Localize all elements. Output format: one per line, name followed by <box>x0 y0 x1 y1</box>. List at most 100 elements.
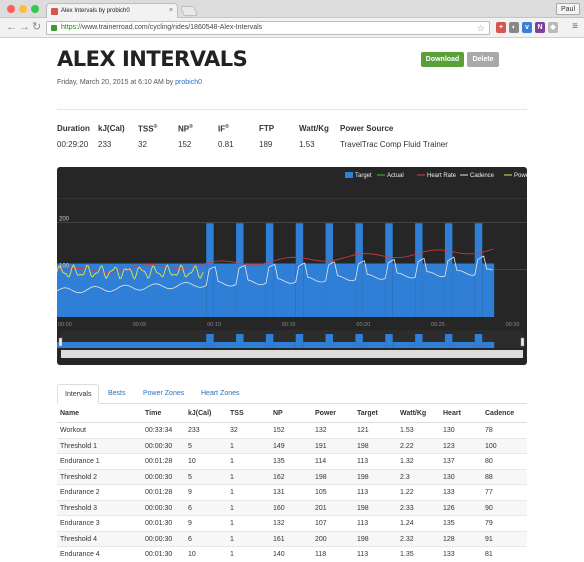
target-interval-bar <box>295 223 304 317</box>
bookmark-star-icon[interactable]: ☆ <box>476 23 485 33</box>
reload-icon[interactable]: ↻ <box>32 21 42 33</box>
table-cell: 137 <box>443 458 455 465</box>
table-row[interactable]: Endurance 2 00:01:28 9 1 131 105 113 1.22 133 77 <box>57 485 527 501</box>
table-cell: 1.32 <box>400 458 414 465</box>
stat-value: 189 <box>259 140 273 149</box>
stat-label: NP <box>178 124 190 134</box>
column-header[interactable]: Watt/Kg <box>400 410 427 417</box>
column-header[interactable]: NP <box>273 410 283 417</box>
table-cell: 100 <box>485 442 497 450</box>
table-cell: 198 <box>357 535 369 543</box>
stat-label-wrap: IF® <box>218 124 234 136</box>
table-row[interactable]: Threshold 2 00:00:30 5 1 162 198 198 2.3 130 88 <box>57 469 527 485</box>
table-cell: 118 <box>315 551 327 558</box>
stat-duration: Duration 00:29:20 <box>57 124 90 149</box>
stat-label-wrap: TSS® <box>138 124 157 136</box>
address-bar[interactable]: https://www.trainerroad.com/cycling/ride… <box>46 21 490 35</box>
column-header[interactable]: Time <box>145 410 162 417</box>
maximize-window-button[interactable] <box>31 5 39 13</box>
stat-label: TSS <box>138 124 154 134</box>
column-header[interactable]: Name <box>60 410 80 417</box>
table-cell: 2.22 <box>400 442 414 450</box>
forward-arrow-icon[interactable]: → <box>19 21 30 33</box>
x-tick-label: 00:05 <box>133 322 147 328</box>
table-cell: 113 <box>357 551 369 558</box>
navigator-interval-bar <box>355 334 363 348</box>
extension-icon[interactable]: + <box>496 22 506 33</box>
target-interval-bar <box>236 223 244 317</box>
table-cell: 126 <box>443 504 455 512</box>
menu-icon[interactable]: ≡ <box>572 21 578 32</box>
delete-button[interactable]: Delete <box>467 52 499 67</box>
extension-icon[interactable]: v <box>522 22 532 33</box>
table-body: Workout 00:33:34 233 32 152 132 121 1.53 130 78 Th… <box>57 423 527 562</box>
target-interval-bar <box>265 223 274 317</box>
stat-wattkg: Watt/Kg 1.53 <box>299 124 329 149</box>
tab-heart-zones[interactable]: Heart Zones <box>201 390 240 397</box>
table-cell: 91 <box>485 535 493 543</box>
back-arrow-icon[interactable]: ← <box>6 21 17 33</box>
minimize-window-button[interactable] <box>19 5 27 13</box>
tab-intervals[interactable]: Intervals <box>57 384 100 404</box>
tab-close-icon[interactable]: × <box>168 7 173 14</box>
column-header[interactable]: Power <box>315 410 337 417</box>
table-cell: 113 <box>357 458 369 465</box>
table-cell: Threshold 1 <box>60 442 97 450</box>
table-cell: 2.3 <box>400 473 410 481</box>
table-cell: 1.22 <box>400 489 414 496</box>
navigator-interval-bar <box>392 342 416 348</box>
table-cell: 198 <box>357 442 369 450</box>
close-window-button[interactable] <box>7 5 15 13</box>
table-cell: 88 <box>485 473 493 481</box>
table-cell: 198 <box>357 473 369 481</box>
column-header[interactable]: Target <box>357 410 378 417</box>
ride-chart-svg: 200 100 Target Actual Heart Rate Cadence Power… <box>57 172 527 358</box>
table-row[interactable]: Endurance 4 00:01:30 10 1 140 118 113 1.35 133 81 <box>57 547 527 562</box>
table-cell: 191 <box>315 442 327 450</box>
trainerroad-favicon-icon <box>51 8 58 15</box>
column-header[interactable]: Heart <box>443 410 461 417</box>
target-interval-bar <box>303 263 326 317</box>
table-cell: 140 <box>273 551 285 558</box>
table-row[interactable]: Endurance 1 00:01:28 10 1 135 114 113 1.32 137 80 <box>57 454 527 470</box>
table-row[interactable]: Threshold 4 00:00:30 6 1 161 200 198 2.32 128 91 <box>57 531 527 547</box>
onenote-extension-icon[interactable]: N <box>535 22 545 33</box>
download-button[interactable]: Download <box>421 52 464 67</box>
table-cell: 135 <box>443 520 455 527</box>
column-header[interactable]: kJ(Cal) <box>188 410 212 417</box>
new-tab-button[interactable] <box>180 6 198 16</box>
column-header[interactable]: Cadence <box>485 410 515 417</box>
table-row[interactable]: Workout 00:33:34 233 32 152 132 121 1.53 130 78 <box>57 423 527 439</box>
navigator-interval-bar <box>362 342 386 348</box>
stat-value: TravelTrac Comp Fluid Trainer <box>340 140 448 149</box>
table-header-row: Name Time kJ(Cal) TSS NP Power Target Wa… <box>57 405 527 423</box>
table-cell: 1.53 <box>400 427 414 434</box>
table-row[interactable]: Threshold 1 00:00:30 5 1 149 191 198 2.22 123 100 <box>57 438 527 454</box>
navigator-interval-bar <box>57 342 207 348</box>
table-cell: 5 <box>188 473 192 481</box>
table-row[interactable]: Threshold 3 00:00:30 6 1 160 201 198 2.33 126 90 <box>57 500 527 516</box>
ride-chart[interactable]: 200 100 Target Actual Heart Rate Cadence Power… <box>57 167 527 365</box>
table-cell: 152 <box>273 427 285 434</box>
target-interval-bar <box>474 223 483 317</box>
browser-tab[interactable]: Alex Intervals by probich0 × <box>46 3 178 18</box>
table-cell: 149 <box>273 442 285 450</box>
table-cell: 2.32 <box>400 535 414 543</box>
table-cell: 00:00:30 <box>145 504 173 512</box>
extension-icon[interactable]: ◆ <box>548 22 558 33</box>
table-cell: Endurance 4 <box>60 551 100 558</box>
legend-label: Target <box>355 173 372 179</box>
column-header[interactable]: TSS <box>230 410 244 417</box>
profile-button[interactable]: Paul <box>555 3 580 15</box>
target-interval-bar <box>243 263 266 317</box>
table-cell: 00:01:28 <box>145 489 173 496</box>
tab-power-zones[interactable]: Power Zones <box>143 390 185 397</box>
user-link[interactable]: probich0 <box>175 79 203 86</box>
legend-label: Heart Rate <box>427 173 457 179</box>
page-title: ALEX INTERVALS <box>57 47 248 71</box>
tab-bests[interactable]: Bests <box>108 390 126 397</box>
table-cell: 00:01:30 <box>145 551 173 558</box>
table-row[interactable]: Endurance 3 00:01:30 9 1 132 107 113 1.24 135 79 <box>57 516 527 532</box>
legend-label: Actual <box>387 173 404 179</box>
extension-icon[interactable]: ◐ <box>509 22 519 33</box>
